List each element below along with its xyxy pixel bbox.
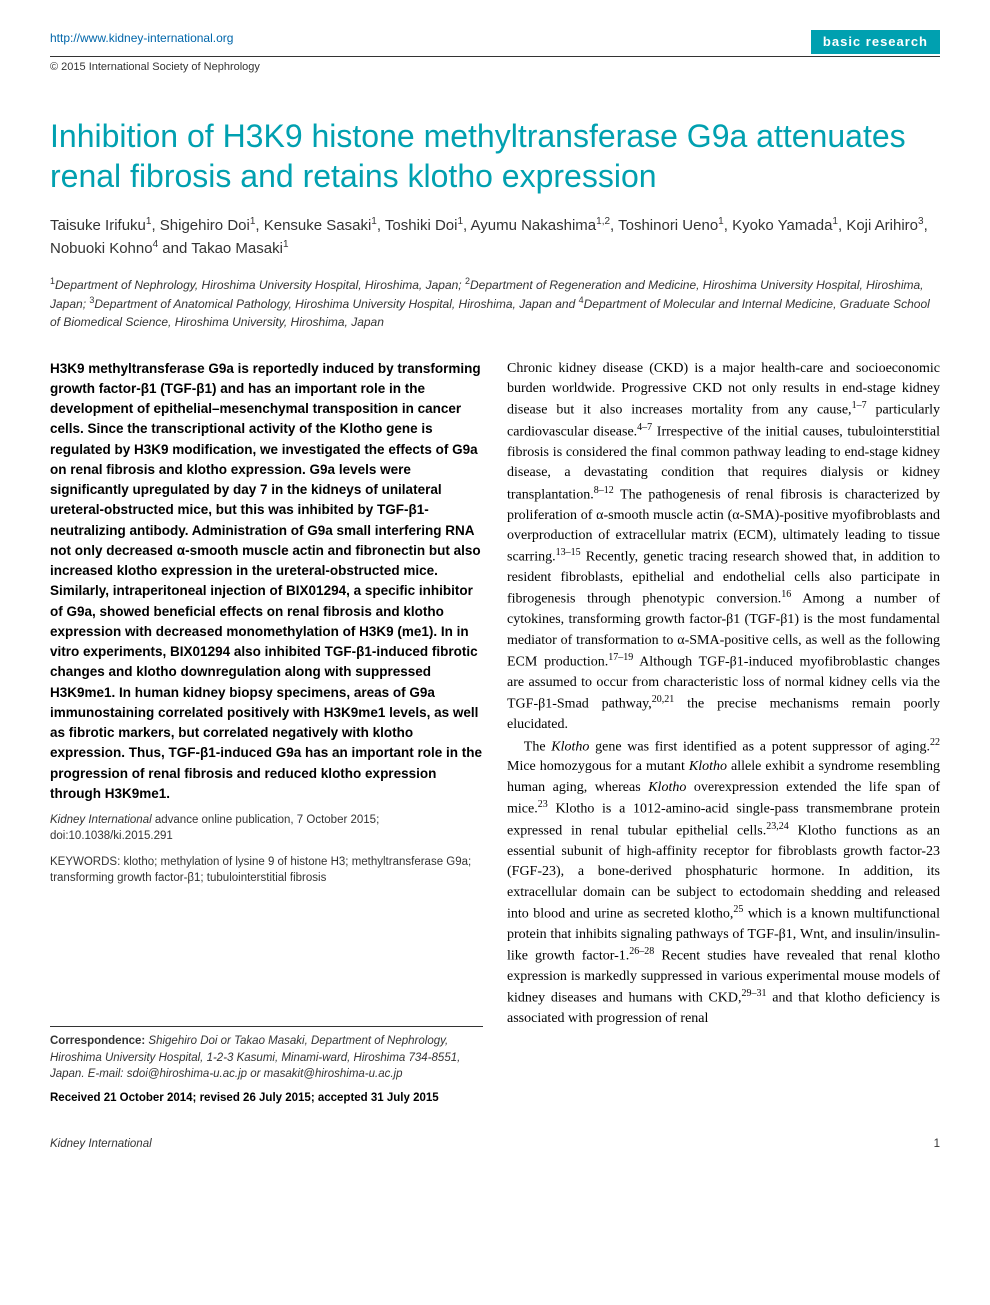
author-list: Taisuke Irifuku1, Shigehiro Doi1, Kensuk… [50, 214, 940, 261]
copyright-line: © 2015 International Society of Nephrolo… [50, 60, 940, 75]
doi: doi:10.1038/ki.2015.291 [50, 830, 173, 842]
keywords: KEYWORDS: klotho; methylation of lysine … [50, 854, 483, 886]
footer-page-number: 1 [934, 1136, 940, 1152]
affiliation-list: 1Department of Nephrology, Hiroshima Uni… [50, 275, 940, 331]
pub-note: advance online publication, 7 October 20… [155, 814, 379, 826]
section-badge: basic research [811, 30, 940, 54]
received-dates: Received 21 October 2014; revised 26 Jul… [50, 1090, 483, 1106]
article-title: Inhibition of H3K9 histone methyltransfe… [50, 116, 940, 196]
footer-journal: Kidney International [50, 1136, 152, 1152]
page-footer: Kidney International 1 [50, 1136, 940, 1152]
page-header: http://www.kidney-international.org basi… [50, 30, 940, 57]
body-paragraph-1: Chronic kidney disease (CKD) is a major … [507, 359, 940, 736]
publication-info: Kidney International advance online publ… [50, 812, 483, 844]
two-column-layout: H3K9 methyltransferase G9a is reportedly… [50, 359, 940, 1106]
right-column: Chronic kidney disease (CKD) is a major … [507, 359, 940, 1106]
body-paragraph-2: The Klotho gene was first identified as … [507, 736, 940, 1030]
abstract-text: H3K9 methyltransferase G9a is reportedly… [50, 359, 483, 805]
left-column: H3K9 methyltransferase G9a is reportedly… [50, 359, 483, 1106]
journal-url[interactable]: http://www.kidney-international.org [50, 30, 233, 47]
correspondence-block: Correspondence: Shigehiro Doi or Takao M… [50, 1026, 483, 1081]
journal-name: Kidney International [50, 814, 152, 826]
